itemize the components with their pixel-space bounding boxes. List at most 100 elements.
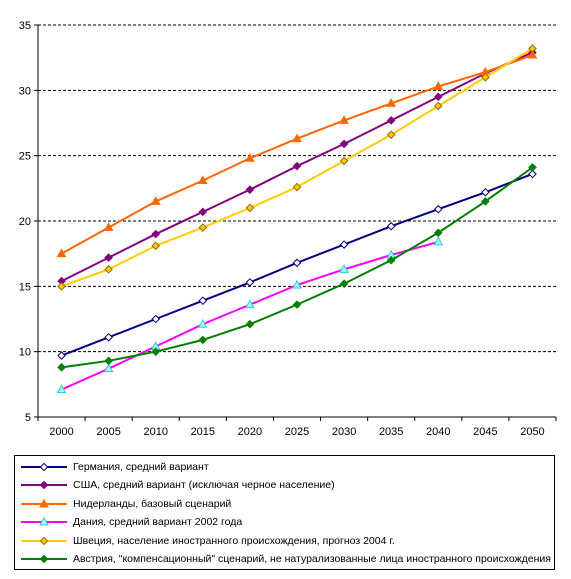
data-point [245,185,255,194]
data-point [56,384,67,394]
data-point [151,229,161,239]
data-point [104,253,113,262]
legend-label: Швеция, население иностранного происхожд… [73,534,395,547]
legend-swatch [21,480,67,490]
series-3 [56,49,538,258]
data-point [433,228,443,238]
data-point [481,197,490,206]
data-point [104,332,113,342]
data-point [292,182,302,192]
data-point [339,139,349,149]
data-point [103,363,114,373]
legend-label: Германия, средний вариант [73,460,209,473]
data-point [39,536,49,545]
legend-item: Нидерланды, базовый сценарий [19,495,231,512]
series-5 [57,44,537,291]
legend: Германия, средний вариант США, средний ва… [14,455,555,570]
data-point [292,300,302,309]
data-point [339,279,349,289]
y-tick-label: 25 [19,151,31,163]
data-point [39,554,49,564]
y-tick-label: 5 [25,412,31,424]
y-tick-label: 20 [19,216,31,228]
x-tick-label: 2020 [238,426,262,438]
data-point [57,282,66,291]
series-1 [57,169,537,360]
data-point [527,49,538,59]
data-point [151,241,161,251]
data-point [292,161,302,171]
series-4 [56,236,444,394]
y-tick-label: 10 [19,347,31,359]
data-point [481,187,490,197]
x-tick-label: 2010 [143,426,167,438]
y-tick-label: 35 [19,20,31,32]
data-point [57,351,66,360]
data-point [292,258,302,268]
data-point [433,236,444,246]
data-point [197,318,208,328]
data-point [198,207,208,217]
x-tick-label: 2025 [285,426,309,438]
x-tick-label: 2005 [96,426,120,438]
y-tick-label: 30 [19,85,31,97]
x-tick-label: 2030 [332,426,356,438]
data-point [151,347,161,356]
data-point [528,169,537,179]
x-ticks: 2000 2005 2010 2015 2020 2025 2030 2035 2040 2045… [37,417,557,438]
data-point [150,196,161,205]
data-point [198,296,208,306]
data-point [339,156,349,166]
data-point [151,314,161,324]
x-tick-label: 2035 [379,426,403,438]
data-point [433,81,444,90]
data-point [245,203,255,213]
x-tick-label: 2000 [49,426,73,438]
legend-swatch [21,498,67,507]
x-tick-label: 2040 [426,426,450,438]
data-point [339,240,349,249]
data-point [198,335,208,345]
data-point [339,115,349,124]
data-point [528,44,537,53]
legend-label: Дания, средний вариант 2002 года [73,516,243,528]
legend-swatch [21,462,67,471]
data-point [57,363,66,372]
data-point [56,248,67,258]
data-point [386,255,396,265]
x-tick-label: 2045 [473,426,497,438]
data-point [433,101,443,111]
x-tick-label: 2050 [520,426,544,438]
legend-item: США, средний вариант (исключая черное на… [19,477,335,494]
series-6 [57,163,537,372]
data-point [481,72,490,82]
legend-item: Австрия, "компенсационный" сценарий, не … [19,551,551,568]
data-point [386,221,396,231]
data-point [245,319,255,329]
data-point [197,175,208,184]
data-point [104,356,113,366]
grid-lines [38,24,556,353]
y-ticks: 5 10 15 20 25 30 35 [19,20,38,424]
data-point [245,153,255,162]
legend-swatch [21,516,67,526]
legend-label: Австрия, "компенсационный" сценарий, не … [73,553,551,565]
legend-swatch [21,536,67,545]
data-point [292,279,302,289]
data-point [292,133,302,143]
data-point [433,204,443,214]
data-point [39,498,49,507]
legend-label: США, средний вариант (исключая черное на… [73,479,335,491]
data-point [39,462,49,471]
data-point [39,480,49,490]
legend-item: Германия, средний вариант [19,458,209,475]
series-lines [56,44,538,394]
data-point [198,223,208,232]
data-point [339,264,349,273]
data-point [386,116,396,125]
data-point [104,265,113,274]
data-point [245,299,255,309]
legend-item: Швеция, население иностранного происхожд… [19,532,395,549]
x-tick-label: 2015 [191,426,215,438]
